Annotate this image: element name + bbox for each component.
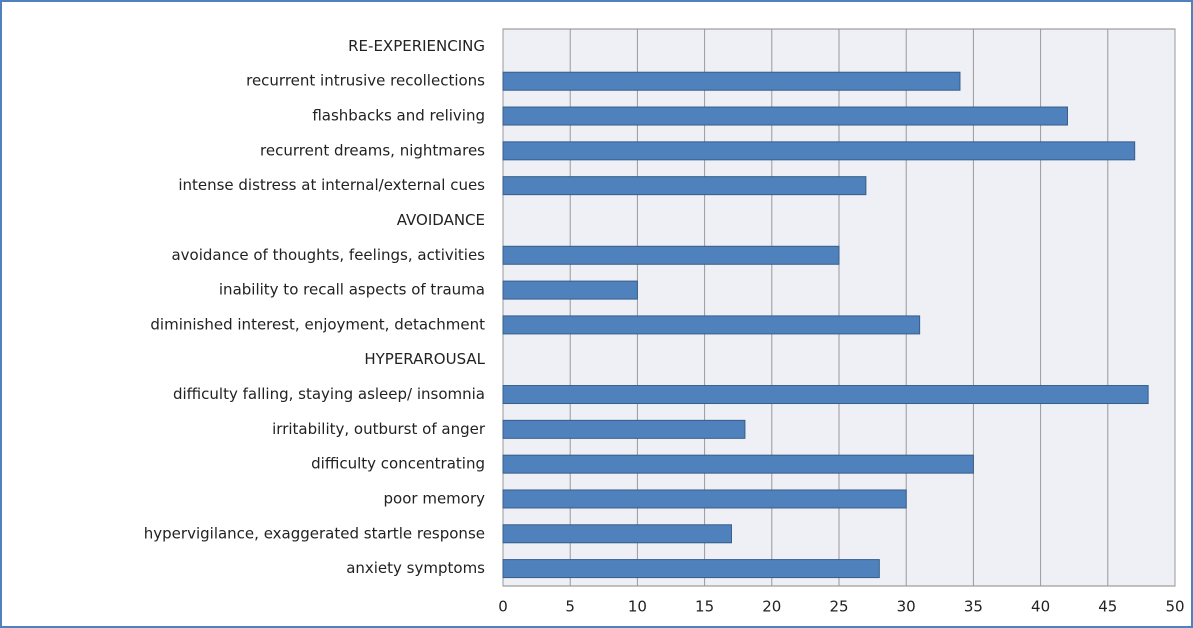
x-tick-label: 20 — [762, 598, 781, 616]
y-tick-label: intense distress at internal/external cu… — [178, 176, 485, 194]
bar — [502, 559, 880, 579]
x-tick-label: 35 — [964, 598, 983, 616]
bar — [502, 419, 746, 439]
y-tick-label: recurrent dreams, nightmares — [260, 141, 485, 159]
y-tick-label: difficulty concentrating — [311, 455, 485, 473]
y-tick-label: hypervigilance, exaggerated startle resp… — [144, 524, 485, 542]
x-tick-label: 50 — [1165, 598, 1184, 616]
y-tick-label: poor memory — [384, 489, 486, 507]
x-tick-label: 15 — [695, 598, 714, 616]
x-tick-label: 30 — [897, 598, 916, 616]
bar — [502, 176, 867, 196]
y-tick-label: inability to recall aspects of trauma — [219, 281, 485, 299]
bar — [502, 71, 961, 91]
x-tick-label: 25 — [829, 598, 848, 616]
bar — [502, 524, 732, 544]
bar — [502, 489, 907, 509]
y-tick-label: avoidance of thoughts, feelings, activit… — [171, 246, 485, 264]
bar — [502, 385, 1149, 405]
y-tick-label: difficulty falling, staying asleep/ inso… — [173, 385, 485, 403]
x-tick-label: 45 — [1098, 598, 1117, 616]
y-tick-label: recurrent intrusive recollections — [246, 72, 485, 90]
bar — [502, 141, 1136, 161]
y-tick-label: AVOIDANCE — [397, 211, 485, 229]
bar — [502, 280, 638, 300]
bar — [502, 315, 921, 335]
y-tick-label: RE-EXPERIENCING — [348, 37, 485, 55]
y-tick-label: HYPERAROUSAL — [364, 350, 485, 368]
y-tick-label: diminished interest, enjoyment, detachme… — [150, 315, 485, 333]
y-tick-label: irritability, outburst of anger — [272, 420, 486, 438]
bar — [502, 106, 1068, 126]
y-tick-label: anxiety symptoms — [346, 559, 485, 577]
x-tick-label: 5 — [565, 598, 575, 616]
bar — [502, 245, 840, 265]
y-tick-label: flashbacks and reliving — [312, 107, 485, 125]
bar — [502, 454, 974, 474]
x-tick-label: 10 — [628, 598, 647, 616]
x-tick-label: 40 — [1031, 598, 1050, 616]
x-tick-label: 0 — [498, 598, 508, 616]
